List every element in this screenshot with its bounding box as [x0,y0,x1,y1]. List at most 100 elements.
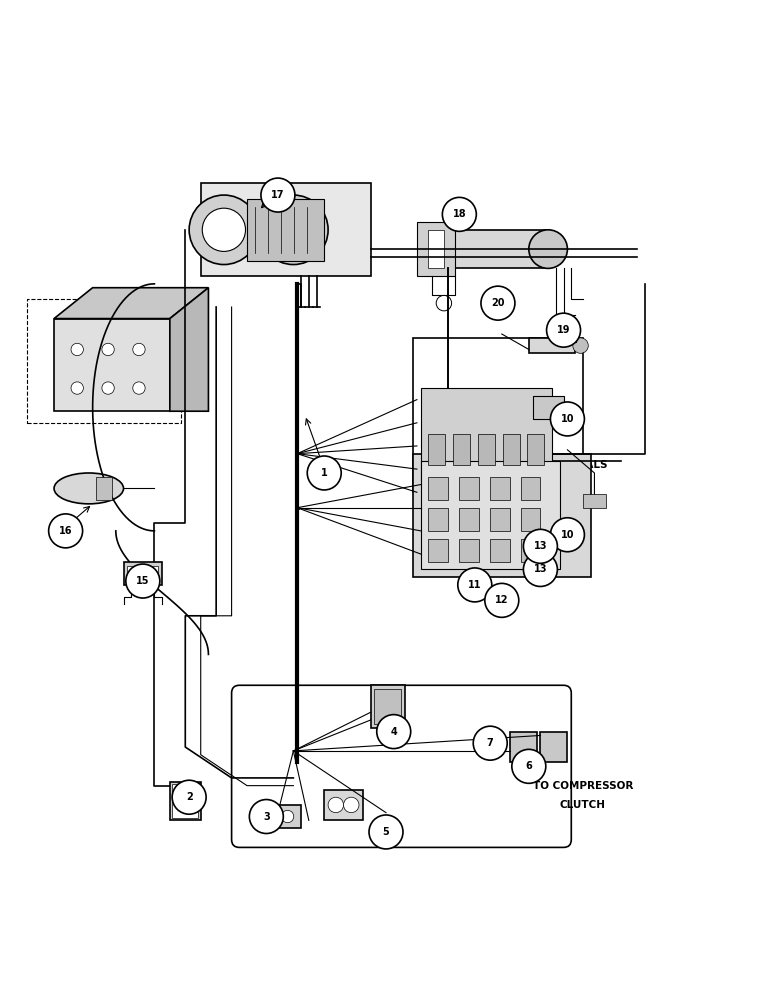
Text: 3: 3 [263,812,269,822]
Text: 6: 6 [526,761,532,771]
Circle shape [485,583,519,617]
Bar [274,805,301,828]
Circle shape [307,456,341,490]
Bar [371,685,405,728]
Circle shape [550,402,584,436]
Bar [428,434,445,465]
Circle shape [202,208,245,251]
Polygon shape [54,288,208,319]
Circle shape [547,313,581,347]
Ellipse shape [54,473,124,504]
Circle shape [481,286,515,320]
Circle shape [49,514,83,548]
Circle shape [436,295,452,311]
Circle shape [71,343,83,356]
Text: 19: 19 [557,325,571,335]
Bar [478,434,495,465]
Bar [96,477,112,500]
Text: 7: 7 [487,738,493,748]
Circle shape [523,552,557,586]
Circle shape [261,178,295,212]
Bar [459,508,479,531]
Text: 17: 17 [271,190,285,200]
Circle shape [71,382,83,394]
Bar [428,477,448,500]
Polygon shape [201,183,371,276]
Text: TO COMPRESSOR: TO COMPRESSOR [533,781,633,791]
Bar [459,539,479,562]
Bar [413,338,583,492]
Bar [583,494,606,508]
Bar [421,388,552,481]
Text: 2: 2 [186,792,192,802]
Polygon shape [170,288,208,411]
Text: 13: 13 [533,541,547,551]
Bar [490,539,510,562]
Text: 4: 4 [391,727,397,737]
Circle shape [259,195,328,265]
Bar [490,508,510,531]
Circle shape [272,208,315,251]
Bar [247,199,324,261]
Circle shape [529,230,567,268]
Circle shape [133,382,145,394]
Bar [172,784,198,818]
Circle shape [512,749,546,783]
Bar [374,689,401,724]
Text: CLUTCH: CLUTCH [560,800,606,810]
Circle shape [133,343,145,356]
Circle shape [573,338,588,353]
Bar [421,461,560,569]
Bar [459,477,479,500]
Circle shape [550,518,584,552]
Text: 11: 11 [468,580,482,590]
Bar [510,732,537,762]
Circle shape [442,197,476,231]
Text: 16: 16 [59,526,73,536]
Text: 13: 13 [533,564,547,574]
Bar [127,566,158,581]
Bar [540,732,567,762]
Circle shape [344,797,359,813]
Bar [448,230,548,268]
Bar [521,477,540,500]
Circle shape [102,382,114,394]
Bar [529,338,575,353]
Bar [503,434,520,465]
Circle shape [328,797,344,813]
Circle shape [102,343,114,356]
Bar [54,319,170,411]
Bar [124,562,162,585]
Text: 5: 5 [383,827,389,837]
Bar [527,434,544,465]
Circle shape [377,715,411,749]
Bar [428,539,448,562]
Text: 1: 1 [321,468,327,478]
Text: 10: 10 [560,414,574,424]
Bar [413,454,591,577]
Text: 12: 12 [495,595,509,605]
Text: 10: 10 [560,530,574,540]
Circle shape [172,780,206,814]
Bar [533,396,564,419]
Text: 20: 20 [491,298,505,308]
Circle shape [473,726,507,760]
FancyBboxPatch shape [232,685,571,847]
Text: BLADE TYPE TERMINALS: BLADE TYPE TERMINALS [466,460,608,470]
Circle shape [523,529,557,563]
Bar [428,508,448,531]
Circle shape [458,568,492,602]
Bar [521,508,540,531]
Circle shape [249,800,283,834]
Text: 18: 18 [452,209,466,219]
Bar [428,230,444,268]
Bar [453,434,470,465]
Bar [490,477,510,500]
Text: 15: 15 [136,576,150,586]
Circle shape [281,810,293,823]
Circle shape [369,815,403,849]
Circle shape [126,564,160,598]
Bar [324,790,363,820]
Circle shape [189,195,259,265]
Bar [170,782,201,820]
